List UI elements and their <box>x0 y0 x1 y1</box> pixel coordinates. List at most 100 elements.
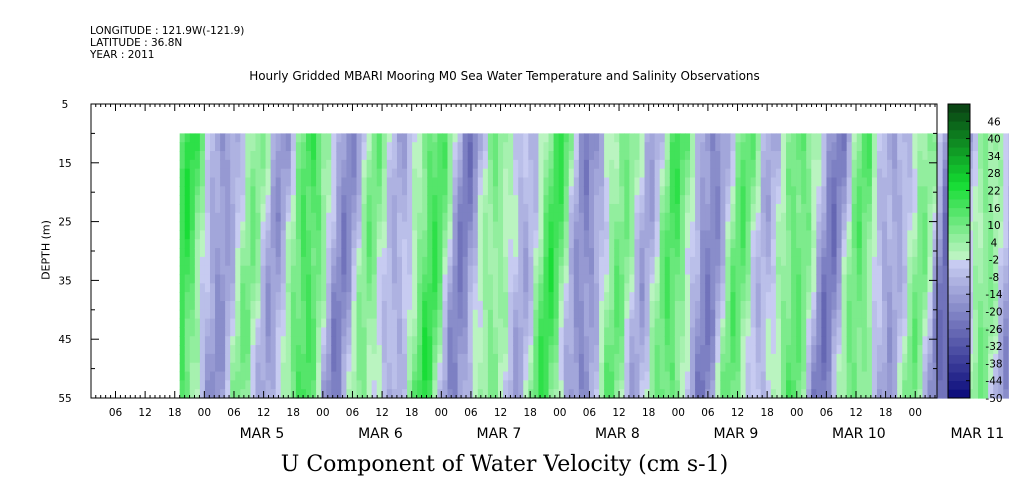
heatmap-cell <box>543 159 550 170</box>
heatmap-cell <box>204 159 211 170</box>
heatmap-cell <box>659 230 666 240</box>
heatmap-cell <box>386 239 393 249</box>
heatmap-cell <box>316 212 322 223</box>
heatmap-cell <box>452 221 459 232</box>
heatmap-cell <box>573 327 580 337</box>
heatmap-cell <box>462 256 469 267</box>
heatmap-cell <box>755 195 762 205</box>
heatmap-cell <box>427 380 433 390</box>
heatmap-cell <box>492 389 499 399</box>
heatmap-cell <box>346 389 353 399</box>
heatmap-cell <box>892 336 898 346</box>
heatmap-cell <box>371 248 378 258</box>
heatmap-cell <box>295 345 302 355</box>
heatmap-cell <box>240 256 246 267</box>
heatmap-cell <box>609 389 615 399</box>
heatmap-cell <box>907 380 913 390</box>
heatmap-cell <box>659 159 666 170</box>
heatmap-cell <box>179 327 186 337</box>
heatmap-cell <box>326 300 332 311</box>
heatmap-cell <box>225 195 231 205</box>
heatmap-cell <box>245 345 252 355</box>
heatmap-cell <box>695 151 701 161</box>
heatmap-cell <box>341 292 348 302</box>
heatmap-cell <box>321 336 327 346</box>
heatmap-cell <box>533 177 540 187</box>
heatmap-cell <box>204 177 211 187</box>
heatmap-cell <box>548 318 555 329</box>
heatmap-cell <box>917 168 924 179</box>
heatmap-cell <box>189 186 196 196</box>
heatmap-cell <box>487 186 494 196</box>
heatmap-cell <box>730 389 737 399</box>
heatmap-cell <box>695 371 701 381</box>
heatmap-cell <box>184 274 191 284</box>
heatmap-cell <box>604 142 610 152</box>
heatmap-cell <box>669 318 676 329</box>
heatmap-cell <box>679 256 686 267</box>
heatmap-cell <box>1003 248 1009 258</box>
heatmap-cell <box>725 212 732 223</box>
heatmap-cell <box>745 300 752 311</box>
heatmap-cell <box>250 309 257 320</box>
heatmap-cell <box>538 362 545 373</box>
heatmap-cell <box>988 151 994 161</box>
heatmap-cell <box>396 283 403 293</box>
heatmap-cell <box>932 203 939 214</box>
heatmap-cell <box>396 142 403 152</box>
heatmap-cell <box>796 265 802 276</box>
heatmap-cell <box>967 371 974 381</box>
heatmap-cell <box>462 142 469 152</box>
heatmap-cell <box>482 212 489 223</box>
heatmap-cell <box>285 256 292 267</box>
heatmap-cell <box>760 318 767 329</box>
heatmap-cell <box>998 212 1004 223</box>
heatmap-cell <box>215 389 221 399</box>
heatmap-cell <box>922 389 929 399</box>
heatmap-cell <box>331 309 337 320</box>
heatmap-cell <box>568 283 575 293</box>
heatmap-cell <box>280 318 287 329</box>
heatmap-cell <box>619 362 625 373</box>
heatmap-cell <box>760 159 767 170</box>
heatmap-cell <box>604 309 610 320</box>
heatmap-cell <box>250 203 257 214</box>
heatmap-cell <box>664 380 671 390</box>
heatmap-cell <box>179 265 186 276</box>
heatmap-cell <box>654 353 661 364</box>
heatmap-cell <box>331 212 337 223</box>
heatmap-cell <box>573 168 580 179</box>
heatmap-cell <box>402 327 408 337</box>
heatmap-cell <box>538 248 545 258</box>
heatmap-cell <box>184 248 191 258</box>
heatmap-cell <box>695 336 701 346</box>
heatmap-cell <box>684 265 691 276</box>
heatmap-cell <box>498 239 504 249</box>
heatmap-cell <box>730 256 737 267</box>
heatmap-cell <box>508 248 514 258</box>
heatmap-cell <box>209 309 216 320</box>
heatmap-cell <box>361 239 368 249</box>
heatmap-cell <box>907 195 913 205</box>
heatmap-cell <box>316 362 322 373</box>
heatmap-cell <box>821 177 828 187</box>
heatmap-cell <box>513 221 519 232</box>
heatmap-cell <box>690 318 696 329</box>
heatmap-cell <box>609 309 615 320</box>
heatmap-cell <box>695 389 701 399</box>
heatmap-cell <box>204 283 211 293</box>
heatmap-cell <box>735 345 742 355</box>
heatmap-cell <box>775 159 782 170</box>
heatmap-cell <box>209 336 216 346</box>
heatmap-cell <box>760 265 767 276</box>
heatmap-cell <box>533 195 540 205</box>
heatmap-cell <box>351 336 358 346</box>
heatmap-cell <box>775 230 782 240</box>
heatmap-cell <box>725 389 732 399</box>
heatmap-cell <box>361 380 368 390</box>
heatmap-cell <box>331 142 337 152</box>
heatmap-cell <box>442 159 449 170</box>
heatmap-cell <box>245 362 252 373</box>
heatmap-cell <box>300 203 307 214</box>
heatmap-cell <box>538 203 545 214</box>
